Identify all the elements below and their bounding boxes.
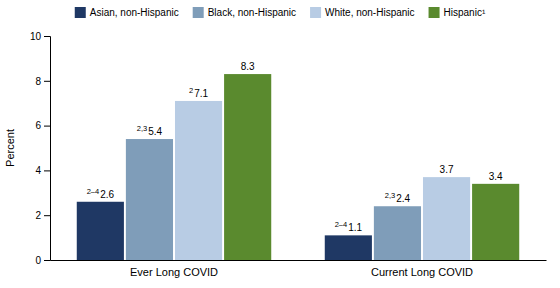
y-tick-mark <box>44 260 50 261</box>
y-tick: 6 <box>35 120 50 131</box>
y-tick-label: 8 <box>35 76 41 87</box>
y-tick-mark <box>44 170 50 171</box>
y-tick: 4 <box>35 165 50 176</box>
data-label: 8.3 <box>241 61 255 72</box>
legend-item: Black, non-Hispanic <box>193 7 296 18</box>
y-tick: 10 <box>30 31 50 42</box>
data-label: 2.4 <box>396 193 410 204</box>
y-tick-label: 0 <box>35 255 41 266</box>
legend: Asian, non-Hispanic Black, non-Hispanic Wh… <box>75 7 486 18</box>
y-tick-label: 6 <box>35 120 41 131</box>
data-label: 1.1 <box>348 222 362 233</box>
y-tick: 0 <box>35 255 50 266</box>
bar <box>175 101 222 260</box>
y-tick-mark <box>44 36 50 37</box>
bar <box>374 206 421 260</box>
legend-item: White, non-Hispanic <box>310 7 414 18</box>
y-tick-mark <box>44 81 50 82</box>
y-tick-mark <box>44 215 50 216</box>
data-labels: 2–42.62,35.427.18.32–41.12,32.43.73.4 <box>87 61 503 233</box>
annotation: 2 <box>189 86 193 95</box>
bar <box>224 74 271 260</box>
annotation: 2,3 <box>385 191 395 200</box>
bars <box>77 74 519 260</box>
bar <box>126 139 173 260</box>
data-label: 3.7 <box>440 164 454 175</box>
y-tick: 2 <box>35 210 50 221</box>
annotation: 2–4 <box>87 187 100 196</box>
y-axis-title: Percent <box>4 129 16 167</box>
y-tick-mark <box>44 126 50 127</box>
bar <box>77 202 124 260</box>
x-tick-label: Current Long COVID <box>371 266 473 278</box>
legend-swatch <box>310 7 321 18</box>
data-label: 3.4 <box>489 171 503 182</box>
bar <box>472 184 519 260</box>
y-tick: 8 <box>35 76 50 87</box>
data-label: 7.1 <box>194 88 208 99</box>
legend-label: Black, non-Hispanic <box>208 7 296 18</box>
y-tick-label: 2 <box>35 210 41 221</box>
bar <box>423 177 470 260</box>
x-axis-line <box>51 260 547 261</box>
x-axis: Ever Long COVID Current Long COVID <box>51 261 547 278</box>
y-axis-line <box>44 37 51 261</box>
x-tick: Current Long COVID <box>371 266 473 278</box>
legend-label: Asian, non-Hispanic <box>90 7 179 18</box>
legend-item: Hispanic¹ <box>429 7 486 18</box>
legend-swatch <box>75 7 86 18</box>
legend-swatch <box>193 7 204 18</box>
y-axis: 0 2 4 6 8 10 <box>30 31 51 266</box>
legend-label: Hispanic¹ <box>444 7 486 18</box>
chart: 0 2 4 6 8 10 Ever Long COVID Current Long COVID… <box>0 0 560 288</box>
y-tick-label: 4 <box>35 165 41 176</box>
annotation: 2,3 <box>137 124 147 133</box>
x-tick-label: Ever Long COVID <box>130 266 218 278</box>
data-label: 2.6 <box>100 189 114 200</box>
legend-label: White, non-Hispanic <box>325 7 414 18</box>
y-tick-label: 10 <box>30 31 42 42</box>
bar <box>325 235 372 260</box>
x-tick: Ever Long COVID <box>130 266 218 278</box>
data-label: 5.4 <box>148 126 162 137</box>
plot: 0 2 4 6 8 10 Ever Long COVID Current Long COVID… <box>30 31 547 278</box>
legend-item: Asian, non-Hispanic <box>75 7 179 18</box>
legend-swatch <box>429 7 440 18</box>
annotation: 2–4 <box>335 220 348 229</box>
